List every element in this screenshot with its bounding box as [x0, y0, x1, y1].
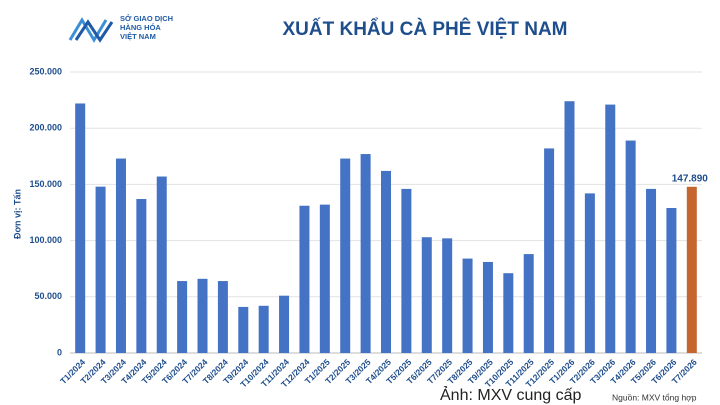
bar: [319, 204, 330, 353]
bar: [462, 258, 473, 353]
bar: [279, 295, 290, 353]
bar: [666, 208, 677, 353]
source: Nguồn: MXV tổng hợp: [612, 392, 697, 402]
bar: [340, 158, 351, 353]
y-tick-label: 50.000: [34, 291, 62, 301]
bar: [360, 154, 371, 353]
logo-text: SỞ GIAO DỊCH: [120, 14, 173, 23]
bar: [646, 188, 657, 353]
y-tick-label: 0: [57, 347, 62, 357]
bar: [156, 176, 167, 353]
bar: [136, 199, 147, 353]
y-tick-label: 150.000: [29, 179, 62, 189]
bar: [523, 254, 534, 353]
bar: [503, 273, 514, 353]
y-tick-label: 200.000: [29, 123, 62, 133]
logo-icon: [68, 17, 114, 43]
bar: [299, 205, 310, 353]
y-tick-label: 100.000: [29, 235, 62, 245]
caption: Ảnh: MXV cung cấp: [440, 385, 582, 404]
bar: [584, 193, 595, 353]
bar: [686, 186, 697, 353]
bar: [564, 101, 575, 353]
bar: [482, 261, 493, 353]
y-tick-label: 250.000: [29, 66, 62, 76]
bar: [217, 281, 228, 353]
bar: [95, 186, 106, 353]
bar: [605, 104, 616, 353]
bar: [381, 170, 391, 353]
bar: [258, 305, 269, 353]
bar: [544, 148, 555, 353]
data-label: 147.890: [672, 173, 709, 184]
chart-title: XUẤT KHẨU CÀ PHÊ VIỆT NAM: [282, 18, 567, 40]
bar: [197, 278, 208, 353]
bar: [401, 188, 412, 353]
bar: [421, 237, 432, 353]
bar: [442, 238, 453, 353]
bar: [115, 158, 126, 353]
bar: [625, 140, 636, 353]
bar: [238, 306, 249, 353]
bar: [177, 281, 188, 353]
bar: [75, 103, 86, 353]
logo-text: VIỆT NAM: [120, 32, 156, 41]
y-axis-label: Đơn vị: Tấn: [12, 189, 22, 239]
logo-text: HÀNG HÓA: [120, 23, 161, 32]
